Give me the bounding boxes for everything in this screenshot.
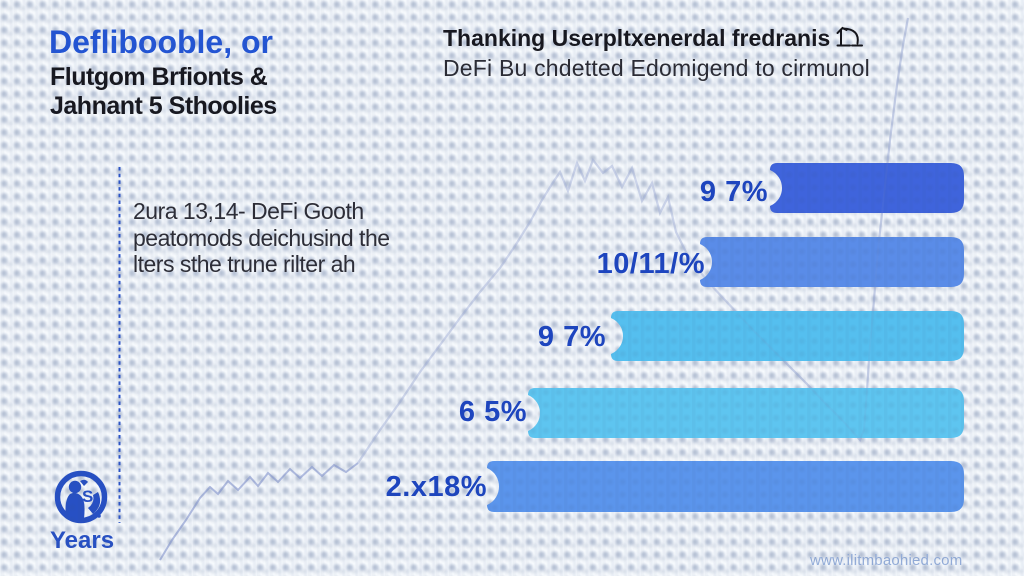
svg-text:S: S — [82, 487, 93, 506]
